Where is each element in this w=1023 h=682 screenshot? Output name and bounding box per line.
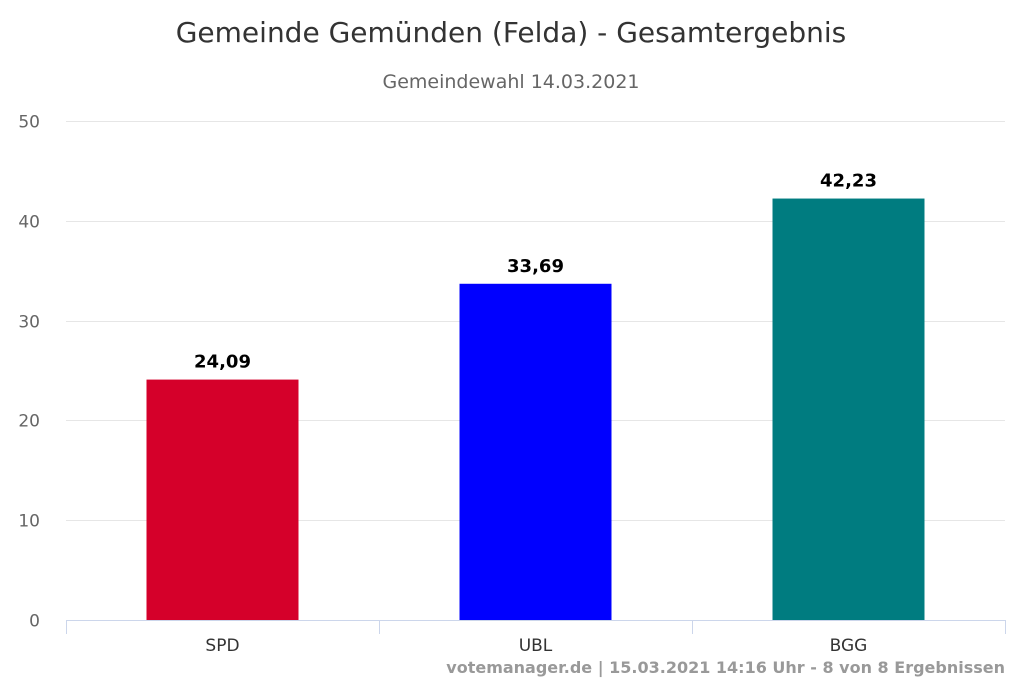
data-label-spd: 24,09 — [194, 352, 251, 373]
x-tick-label-ubl: UBL — [519, 636, 553, 656]
bars — [146, 198, 925, 620]
bar-ubl[interactable] — [459, 283, 612, 620]
y-tick-label: 40 — [18, 213, 40, 233]
y-axis-ticks: 0 10 20 30 40 50 — [18, 113, 40, 632]
chart-subtitle: Gemeindewahl 14.03.2021 — [382, 71, 639, 93]
x-axis — [66, 620, 1006, 634]
y-tick-label: 10 — [18, 512, 40, 532]
data-label-bgg: 42,23 — [820, 171, 877, 192]
data-label-ubl: 33,69 — [507, 256, 564, 277]
y-tick-label: 0 — [29, 612, 40, 632]
y-tick-label: 20 — [18, 412, 40, 432]
data-labels: 24,09 33,69 42,23 — [194, 171, 877, 373]
x-tick-label-bgg: BGG — [830, 636, 868, 656]
x-tick-label-spd: SPD — [205, 636, 239, 656]
chart-title: Gemeinde Gemünden (Felda) - Gesamtergebn… — [176, 16, 847, 49]
y-tick-label: 50 — [18, 113, 40, 133]
y-tick-label: 30 — [18, 313, 40, 333]
bar-spd[interactable] — [146, 379, 299, 620]
credits[interactable]: votemanager.de | 15.03.2021 14:16 Uhr - … — [446, 658, 1005, 678]
x-axis-ticks: SPD UBL BGG — [205, 636, 867, 656]
bar-bgg[interactable] — [772, 198, 925, 620]
